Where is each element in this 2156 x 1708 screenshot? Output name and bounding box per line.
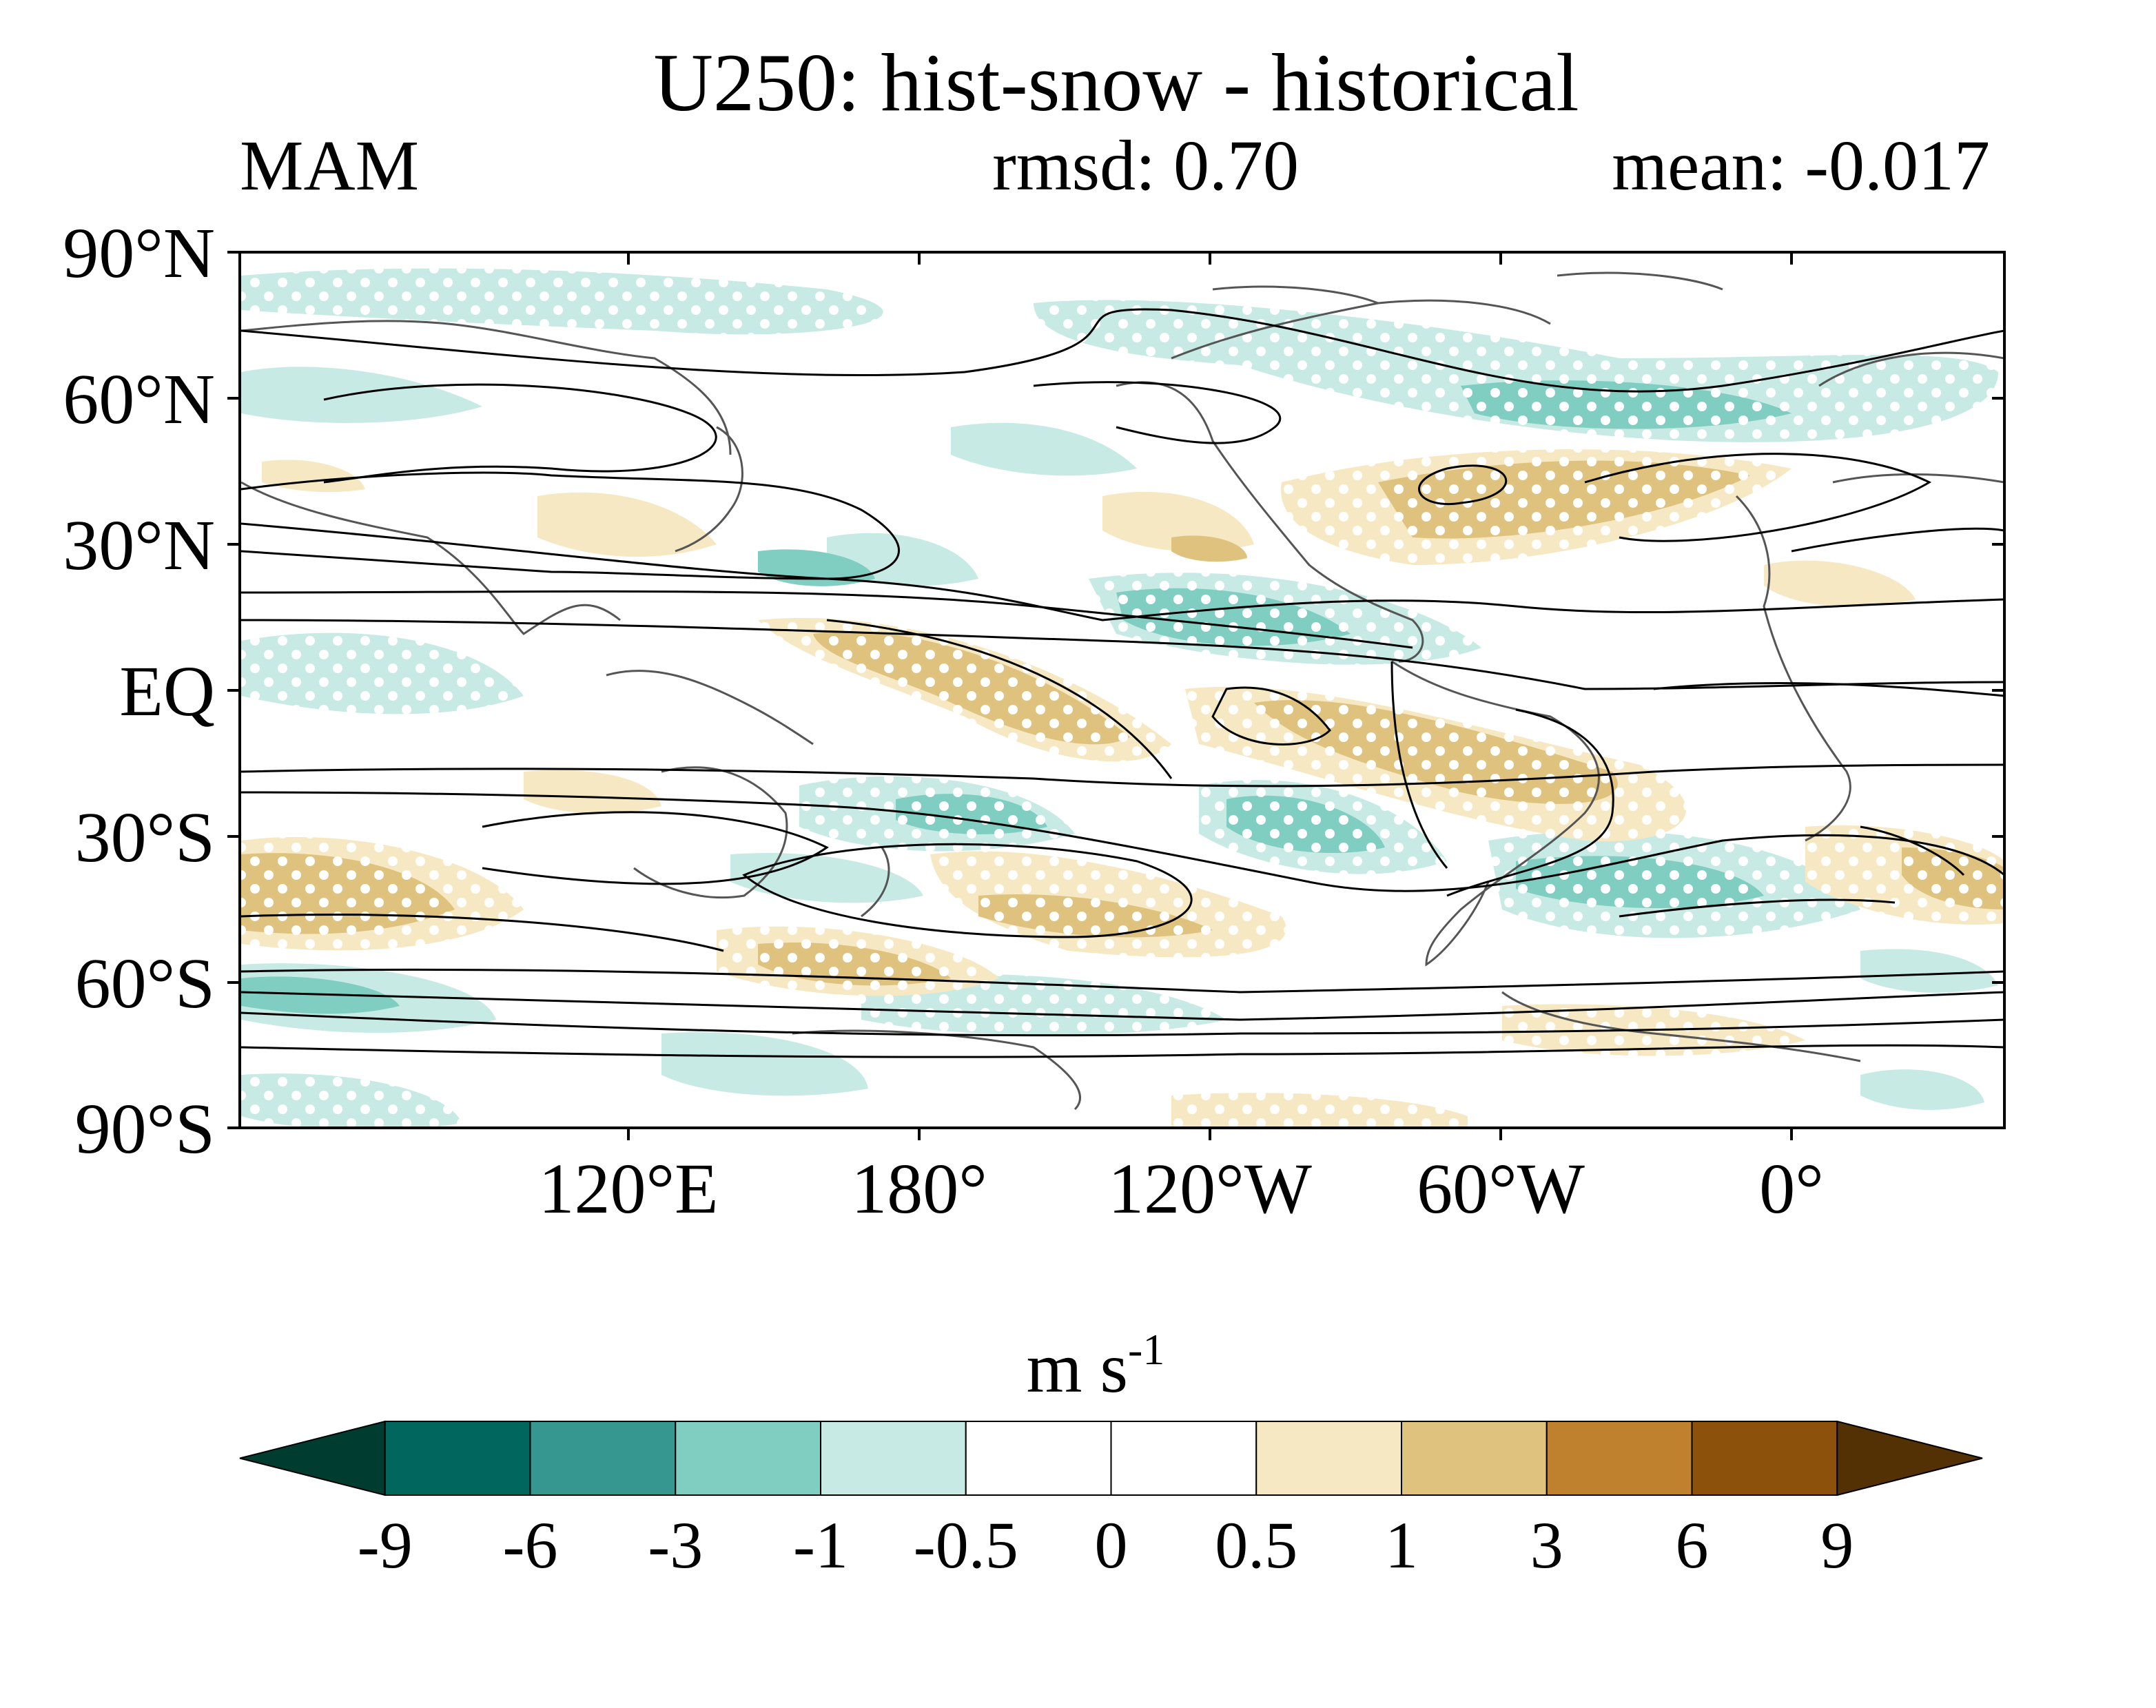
figure-title: U250: hist-snow - historical: [653, 37, 1579, 128]
season-label: MAM: [240, 126, 419, 205]
colorbar-tick-label: 0: [1095, 1508, 1128, 1582]
colorbar-tick-label: 6: [1676, 1508, 1709, 1582]
colorbar-tick-label: 0.5: [1215, 1508, 1297, 1582]
colorbar-tick-label: 9: [1820, 1508, 1854, 1582]
colorbar: -9 -6 -3 -1 -0.5 0 0.5 1 3 6 9: [239, 1420, 1983, 1582]
lat-label: 30°N: [63, 506, 215, 585]
colorbar-units: m s-1: [1027, 1325, 1165, 1408]
units-exponent: -1: [1128, 1325, 1164, 1374]
colorbar-tick-label: -0.5: [914, 1508, 1018, 1582]
lat-label: 60°N: [63, 360, 215, 439]
colorbar-tick-label: 1: [1385, 1508, 1418, 1582]
colorbar-tick-label: -1: [793, 1508, 848, 1582]
colorbar-segment: [384, 1421, 531, 1496]
colorbar-segment: [1255, 1421, 1402, 1496]
lat-label: 90°S: [75, 1089, 215, 1169]
mean-label: mean: -0.017: [1612, 126, 1990, 205]
map-ticks: [227, 251, 2004, 1140]
lat-label: EQ: [119, 652, 215, 731]
colorbar-segment: [820, 1421, 967, 1496]
colorbar-segment: [1546, 1421, 1693, 1496]
climatology-contours: [240, 308, 2004, 1058]
colorbar-segment: [1401, 1421, 1548, 1496]
lon-label: 60°W: [1417, 1149, 1585, 1228]
lon-label: 180°: [851, 1149, 987, 1228]
colorbar-segment: [1836, 1420, 1983, 1496]
units-base: m s: [1027, 1328, 1128, 1408]
lon-label: 0°: [1759, 1149, 1824, 1228]
colorbar-segment: [965, 1421, 1112, 1496]
colorbar-segment: [1110, 1421, 1257, 1496]
lat-label: 60°S: [75, 944, 215, 1023]
lat-label: 30°S: [75, 798, 215, 877]
colorbar-tick-label: -6: [503, 1508, 558, 1582]
significance-stippling: [241, 268, 2004, 1128]
lat-labels: 90°N 60°N 30°N EQ 30°S 60°S 90°S: [63, 214, 215, 1169]
colorbar-segment: [529, 1421, 677, 1496]
colorbar-segment: [239, 1420, 386, 1496]
lat-label: 90°N: [63, 214, 215, 293]
lon-label: 120°E: [538, 1149, 718, 1228]
lon-labels: 120°E 180° 120°W 60°W 0°: [538, 1149, 1823, 1228]
rmsd-label: rmsd: 0.70: [992, 126, 1299, 205]
colorbar-tick-label: -3: [648, 1508, 703, 1582]
colorbar-segment: [675, 1421, 821, 1496]
colorbar-segment: [1691, 1421, 1838, 1496]
map-panel: [240, 252, 2004, 1128]
lon-label: 120°W: [1108, 1149, 1312, 1228]
colorbar-tick-label: 3: [1530, 1508, 1563, 1582]
colorbar-tick-label: -9: [358, 1508, 413, 1582]
